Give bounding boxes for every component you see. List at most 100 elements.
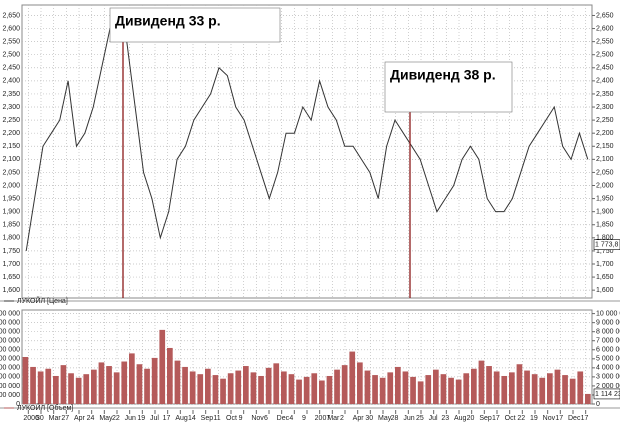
volume-bar xyxy=(387,372,394,404)
volume-bar xyxy=(433,369,439,404)
y-tick-label-left: 3 000 000 xyxy=(0,374,20,381)
volume-bar xyxy=(91,369,97,404)
volume-bar xyxy=(288,374,295,404)
y-tick-label-left: 4 000 000 xyxy=(0,365,20,372)
volume-bar xyxy=(220,378,226,404)
volume-bar xyxy=(326,375,333,404)
last-value-label: 1 773,8 xyxy=(595,242,618,249)
y-tick-label: 1,950 xyxy=(596,195,614,202)
volume-bar xyxy=(68,373,74,404)
y-tick-label-left: 10 000 000 xyxy=(0,310,20,317)
x-tick-label: 2 xyxy=(340,415,344,422)
x-tick-label: May xyxy=(378,415,392,422)
y-tick-label-left: 1,900 xyxy=(2,209,20,216)
annotation-box xyxy=(109,7,281,43)
volume-bar xyxy=(212,375,219,404)
x-tick-label: 17 xyxy=(581,415,589,422)
x-tick-label: Mar xyxy=(49,415,62,422)
x-tick-label: Oct xyxy=(505,415,516,422)
y-tick-label-left: 2,500 xyxy=(2,52,20,59)
volume-bar xyxy=(402,371,409,404)
y-tick-label: 3 000 000 xyxy=(596,374,620,381)
x-tick-label: 17 xyxy=(163,415,171,422)
volume-bar xyxy=(562,375,568,404)
y-tick-label: 9 000 000 xyxy=(596,319,620,326)
volume-bar xyxy=(417,381,424,404)
x-tick-label: Apr xyxy=(74,415,86,422)
x-tick-label: 22 xyxy=(517,415,525,422)
y-tick-label: 2,000 xyxy=(596,182,614,189)
y-tick-label-left: 6 000 000 xyxy=(0,347,20,354)
x-tick-label: Oct xyxy=(226,415,237,422)
volume-bar xyxy=(554,369,561,404)
x-tick-label: 27 xyxy=(61,415,69,422)
y-tick-label: 2,450 xyxy=(596,65,614,72)
volume-bar xyxy=(189,371,196,404)
last-value-box xyxy=(593,388,620,400)
volume-bar xyxy=(395,366,401,404)
y-tick-label-left: 1,700 xyxy=(2,261,20,268)
annotation: Дивиденд 33 р. xyxy=(115,13,221,29)
x-tick-label: 30 xyxy=(365,415,373,422)
volume-bar xyxy=(45,368,52,404)
y-tick-label: 2,550 xyxy=(596,38,614,45)
volume-bar xyxy=(53,375,59,404)
x-tick-label: 2007 xyxy=(315,415,331,422)
y-tick-label-left: 1,750 xyxy=(2,248,20,255)
volume-bar xyxy=(243,366,249,404)
volume-bar xyxy=(455,379,462,404)
volume-bar xyxy=(75,377,82,404)
x-tick-label: Mar xyxy=(327,415,340,422)
y-tick-label-left: 2,400 xyxy=(2,78,20,85)
x-tick-label: 19 xyxy=(530,415,538,422)
x-tick-label: Nov xyxy=(251,415,264,422)
volume-bar xyxy=(98,362,105,404)
y-tick-label-left: 2 000 000 xyxy=(0,383,20,390)
volume-bar xyxy=(509,372,515,404)
y-tick-label-left: 2,100 xyxy=(2,156,20,163)
x-tick-label: Jul xyxy=(150,415,159,422)
volume-bar xyxy=(516,364,523,404)
y-tick-label: 1,850 xyxy=(596,222,614,229)
x-tick-label: May xyxy=(99,415,113,422)
annotation: Дивиденд 38 р. xyxy=(390,67,496,83)
y-tick-label-left: 9 000 000 xyxy=(0,319,20,326)
x-tick-label: 28 xyxy=(391,415,399,422)
y-tick-label: 1,600 xyxy=(596,287,614,294)
legend-label: ЛУКОЙЛ [Цена] xyxy=(17,296,68,305)
y-tick-label-left: 2,000 xyxy=(2,182,20,189)
y-tick-label: 2,300 xyxy=(596,104,614,111)
volume-bar xyxy=(364,370,371,404)
volume-bar xyxy=(486,366,492,404)
volume-bar xyxy=(372,375,378,404)
y-tick-label: 4 000 000 xyxy=(596,365,620,372)
y-tick-label: 8 000 000 xyxy=(596,329,620,336)
volume-bar xyxy=(296,379,302,404)
y-tick-label-left: 1,800 xyxy=(2,235,20,242)
volume-bar xyxy=(281,371,287,404)
volume-bar xyxy=(311,373,318,404)
volume-bar xyxy=(471,368,477,404)
volume-bar xyxy=(83,374,90,404)
volume-bar xyxy=(205,368,211,404)
volume-bar xyxy=(265,367,272,404)
x-tick-label: 17 xyxy=(555,415,563,422)
volume-bar xyxy=(113,372,120,404)
y-tick-label-left: 2,550 xyxy=(2,38,20,45)
volume-bar xyxy=(539,377,546,404)
y-tick-label: 7 000 000 xyxy=(596,338,620,345)
volume-bar xyxy=(197,374,204,404)
volume-bar xyxy=(159,329,166,404)
x-tick-label: Jun xyxy=(403,415,414,422)
x-tick-label: 4 xyxy=(289,415,293,422)
y-tick-label: 10 000 000 xyxy=(596,310,620,317)
volume-bar xyxy=(569,378,576,404)
legend-label: ЛУКОЙЛ [Объем] xyxy=(17,403,73,412)
y-tick-label: 2,150 xyxy=(596,143,614,150)
y-tick-label-left: 5 000 000 xyxy=(0,356,20,363)
x-tick-label: Dec xyxy=(568,415,581,422)
volume-bar xyxy=(174,360,181,404)
volume-bar xyxy=(106,366,112,404)
y-tick-label-left: 2,350 xyxy=(2,91,20,98)
y-tick-label-left: 2,600 xyxy=(2,25,20,32)
